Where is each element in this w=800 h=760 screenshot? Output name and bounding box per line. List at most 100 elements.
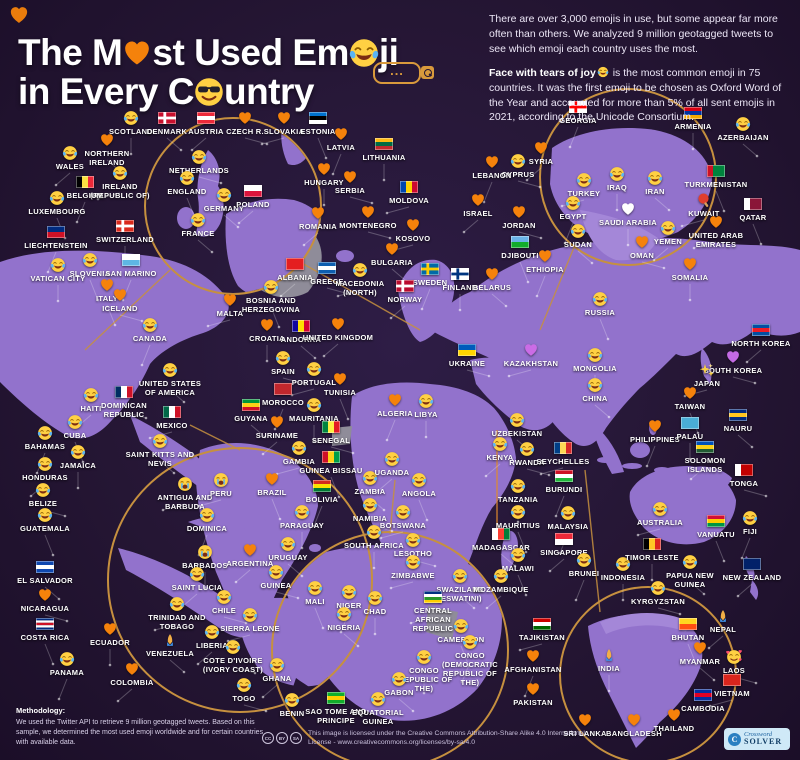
heart-emoji-icon: [102, 620, 118, 637]
joy-emoji-icon: [587, 346, 603, 363]
country-marker: AFGHANISTAN: [497, 647, 569, 674]
country-label: AUSTRIA: [188, 127, 224, 136]
country-label: SYRIA: [528, 157, 554, 166]
country-label: CUBA: [63, 431, 87, 440]
country-label: SWAZILAND (ESWATINI): [436, 585, 484, 603]
country-label: ARGENTINA: [226, 559, 274, 568]
joy-emoji-icon: [367, 589, 383, 606]
country-marker: BRUNEI: [548, 551, 620, 578]
country-label: GEORGIA: [559, 116, 597, 125]
country-label: BARBADOS: [182, 561, 228, 570]
country-label: INDIA: [598, 664, 620, 673]
country-label: GHANA: [262, 674, 292, 683]
joy-emoji-icon: [35, 481, 51, 498]
country-label: CZECH R.: [226, 127, 264, 136]
country-marker: MEXICO: [136, 403, 208, 430]
country-marker: ARMENIA: [657, 104, 729, 131]
country-label: ZAMBIA: [354, 487, 386, 496]
country-label: MACEDONIA (NORTH): [335, 279, 385, 297]
logo-line2: SOLVER: [744, 737, 783, 747]
intro-rest: is the most common emoji in 75 countries…: [489, 66, 782, 124]
country-label: MEXICO: [156, 421, 188, 430]
country-marker: BANGLADESH: [598, 711, 670, 738]
country-marker: CAMEROON: [425, 617, 497, 644]
tajikistan-flag-icon: [533, 615, 551, 632]
joy-emoji-icon: [37, 455, 53, 472]
joy-emoji-icon: [652, 500, 668, 517]
country-label: LATVIA: [326, 143, 356, 152]
joy-emoji-icon: [453, 617, 469, 634]
country-label: SAN MARINO: [105, 269, 157, 278]
country-marker: GHANA: [241, 656, 313, 683]
joy-emoji-icon: [336, 605, 352, 622]
country-label: MAURITIUS: [495, 521, 541, 530]
country-marker: TURKEY: [548, 171, 620, 198]
joy-emoji-icon: [67, 413, 83, 430]
country-marker: BHUTAN: [652, 615, 724, 642]
country-marker: SEYCHELLES: [527, 439, 599, 466]
country-label: CYPRUS: [501, 170, 535, 179]
country-marker: GEORGIA: [542, 98, 614, 125]
country-label: LEBANON: [472, 171, 512, 180]
country-marker: YEMEN: [632, 219, 704, 246]
joy-emoji-icon: [162, 361, 178, 378]
country-label: SOUTH AFRICA: [344, 541, 404, 550]
heart-emoji-icon: [264, 470, 280, 487]
country-marker: CHILE: [188, 588, 260, 615]
country-marker: IRAN: [619, 169, 691, 196]
country-label: THAILAND: [653, 724, 695, 733]
joy-emoji-icon: [576, 551, 592, 568]
country-label: BRAZIL: [257, 488, 287, 497]
georgia-flag-icon: [569, 98, 587, 115]
el-salvador-flag-icon: [36, 558, 54, 575]
country-marker: KENYA: [464, 435, 536, 462]
joy-emoji-icon: [294, 503, 310, 520]
country-marker: ANDORRA: [265, 317, 337, 344]
country-label: BHUTAN: [671, 633, 705, 642]
guinea-bissau-flag-icon: [322, 448, 340, 465]
country-marker: MOROCCO: [247, 380, 319, 407]
country-label: FRANCE: [181, 229, 215, 238]
country-label: COSTA RICA: [20, 633, 70, 642]
country-marker: DOMINICA: [171, 506, 243, 533]
country-marker: DENMARK: [131, 109, 203, 136]
country-label: SIERRA LEONE: [220, 624, 280, 633]
country-label: VENEZUELA: [145, 649, 195, 658]
country-label: CROATIA: [249, 334, 285, 343]
qatar-flag-icon: [744, 195, 762, 212]
country-label: SLOVENIA: [69, 269, 111, 278]
heart-emoji-icon: [708, 213, 724, 230]
country-marker: ANTIGUA AND BARBUDA: [149, 475, 221, 511]
country-label: AZERBAIJAN: [717, 133, 769, 142]
country-label: UNITED STATES OF AMERICA: [138, 379, 202, 397]
country-label: SAINT KITTS AND NEVIS: [125, 450, 195, 468]
country-label: TURKEY: [567, 189, 601, 198]
country-marker: SAINT LUCIA: [161, 565, 233, 592]
new-zealand-flag-icon: [743, 555, 761, 572]
country-label: NEW ZEALAND: [722, 573, 782, 582]
san-marino-flag-icon: [122, 251, 140, 268]
country-marker: UNITED ARAB EMIRATES: [680, 213, 752, 249]
joy-emoji-icon: [280, 535, 296, 552]
austria-flag-icon: [197, 109, 215, 126]
moldova-flag-icon: [400, 178, 418, 195]
country-marker: SWEDEN: [394, 260, 466, 287]
country-marker: EL SALVADOR: [9, 558, 81, 585]
license: CC BY SA This image is licensed under the …: [262, 729, 702, 748]
joy-emoji-icon: [269, 656, 285, 673]
country-label: MOLDOVA: [389, 196, 429, 205]
tonga-flag-icon: [735, 461, 753, 478]
country-label: BOLIVIA: [305, 495, 339, 504]
country-label: GERMANY: [203, 204, 245, 213]
country-label: AFGHANISTAN: [504, 665, 562, 674]
country-label: SENEGAL: [311, 436, 351, 445]
country-label: CHILE: [212, 606, 236, 615]
joy-emoji-icon: [405, 531, 421, 548]
country-marker: GAMBIA: [263, 439, 335, 466]
country-marker: UNITED STATES OF AMERICA: [134, 361, 206, 397]
country-marker: LIBYA: [390, 392, 462, 419]
joy-emoji-icon: [560, 504, 576, 521]
country-marker: POLAND: [217, 182, 289, 209]
country-marker: NAMIBIA: [334, 496, 406, 523]
